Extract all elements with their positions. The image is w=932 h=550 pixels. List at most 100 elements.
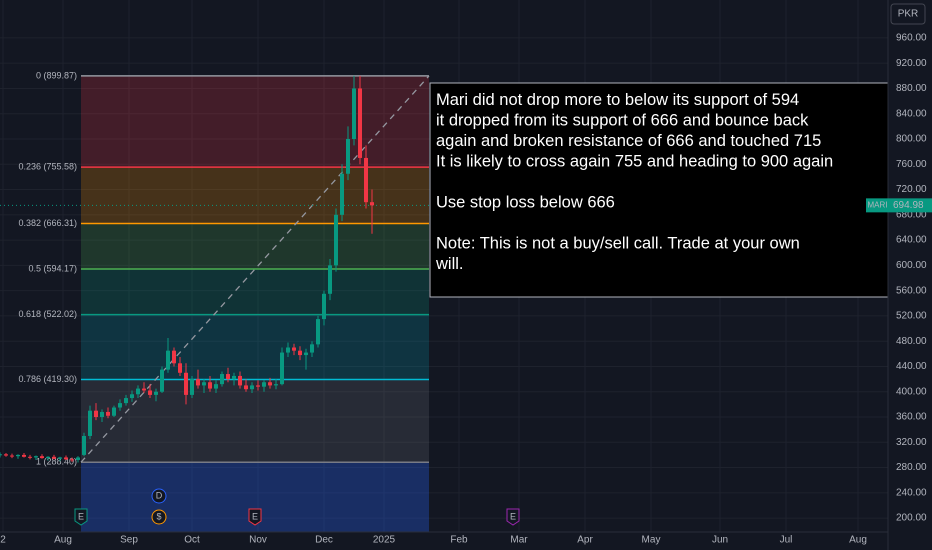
candle-body (88, 410, 92, 436)
fib-band (81, 314, 429, 380)
event-marker: E (74, 508, 88, 526)
fib-label: 1 (288.40) (36, 457, 77, 467)
x-tick-label: Sep (120, 535, 138, 546)
candle-body (232, 375, 236, 380)
candle-body (292, 347, 296, 351)
candle-body (268, 382, 272, 386)
fib-label: 0.5 (594.17) (28, 263, 77, 273)
trend-line (80, 75, 430, 463)
x-tick-label: Aug (849, 535, 867, 546)
price-tag (889, 198, 932, 213)
y-tick-label: 640.00 (896, 235, 927, 246)
event-marker: D (151, 488, 167, 504)
x-tick-label: Jul (780, 535, 793, 546)
fib-band (81, 223, 429, 270)
y-tick-label: 600.00 (896, 260, 927, 271)
x-tick-label: Aug (54, 535, 72, 546)
x-tick-label: Oct (184, 535, 200, 546)
x-tick-label: Feb (450, 535, 468, 546)
candle-body (76, 457, 80, 460)
candle-body (184, 372, 188, 395)
event-label: E (252, 511, 258, 521)
candle-body (340, 173, 344, 215)
candle-body (304, 352, 308, 356)
candle-body (70, 459, 74, 461)
annotation-text: Mari did not drop more to below its supp… (436, 91, 799, 109)
annotation-text: will. (435, 255, 464, 273)
fib-band (81, 269, 429, 315)
y-tick-label: 480.00 (896, 336, 927, 347)
candle-body (154, 391, 158, 395)
candle-body (106, 411, 110, 416)
candle-body (34, 456, 38, 458)
x-tick-label: May (642, 535, 661, 546)
annotation-text: again and broken resistance of 666 and t… (436, 132, 821, 150)
candle-body (328, 265, 332, 294)
annotation-text: Use stop loss below 666 (436, 194, 615, 212)
annotation-text: It is likely to cross again 755 and head… (436, 153, 833, 171)
candle-body (196, 379, 200, 386)
fib-label: 0 (899.87) (36, 70, 77, 80)
candle-body (100, 411, 104, 418)
x-tick-label: Mar (510, 535, 528, 546)
x-tick-label: Nov (249, 535, 267, 546)
candle-body (28, 456, 32, 458)
event-badge (151, 509, 167, 525)
candle-body (220, 374, 224, 385)
candle-body (352, 88, 356, 140)
y-tick-label: 240.00 (896, 487, 927, 498)
candle-body (256, 385, 260, 387)
candle-body (16, 454, 20, 457)
x-tick-label: Apr (577, 535, 593, 546)
y-tick-label: 440.00 (896, 361, 927, 372)
event-label: D (156, 490, 163, 500)
candle-body (52, 456, 56, 459)
annotation-text: Note: This is not a buy/sell call. Trade… (436, 235, 800, 253)
price-axis (888, 0, 932, 550)
candle-body (118, 403, 122, 408)
y-tick-label: 880.00 (896, 83, 927, 94)
candle-body (82, 435, 86, 455)
candle-body (136, 388, 140, 395)
y-tick-label: 400.00 (896, 386, 927, 397)
candle-body (286, 347, 290, 353)
event-marker: $ (151, 509, 167, 525)
candle-body (274, 384, 278, 386)
y-tick-label: 280.00 (896, 462, 927, 473)
symbol-label: MARI (868, 200, 888, 209)
x-tick-label: Jun (712, 535, 728, 546)
candle-body (208, 382, 212, 389)
candle-body (358, 88, 362, 158)
candle-body (202, 382, 206, 386)
candle-body (310, 344, 314, 353)
annotation-text: it dropped from its support of 666 and b… (436, 112, 809, 130)
event-badge (151, 488, 167, 504)
fib-band (81, 75, 429, 168)
candle-body (64, 457, 68, 460)
candle-body (178, 363, 182, 373)
candle-body (370, 202, 374, 206)
candle-body (22, 454, 26, 457)
candle-body (250, 385, 254, 390)
x-tick-label: Dec (315, 535, 333, 546)
fib-label: 0.786 (419.30) (18, 374, 77, 384)
y-tick-label: 720.00 (896, 184, 927, 195)
fib-band (81, 167, 429, 224)
candle-body (172, 350, 176, 364)
candle-body (0, 454, 2, 456)
candle-body (226, 374, 230, 380)
x-tick-label: 2025 (373, 535, 396, 546)
candle-body (130, 394, 134, 399)
event-badge (248, 508, 262, 526)
y-tick-label: 320.00 (896, 437, 927, 448)
symbol-tag (866, 198, 889, 213)
candle-body (316, 319, 320, 345)
candle-body (46, 456, 50, 459)
candle-body (262, 382, 266, 387)
event-label: $ (156, 511, 161, 521)
event-marker: E (248, 508, 262, 526)
candle-body (346, 139, 350, 174)
candle-body (244, 385, 248, 390)
annotation-box (429, 82, 889, 298)
